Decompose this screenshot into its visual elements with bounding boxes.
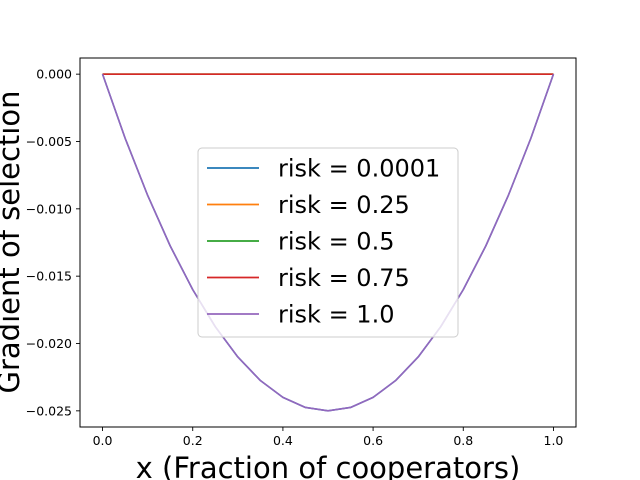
- series-line-4: [101, 73, 555, 412]
- x-tick-label: 0.6: [363, 433, 383, 448]
- legend: risk = 0.0001 risk = 0.25 risk = 0.5 risk =…: [197, 147, 459, 338]
- legend-box: [197, 147, 459, 338]
- x-tick-label: 0.2: [183, 433, 203, 448]
- legend-label-4: risk = 1.0: [278, 301, 394, 329]
- x-tick-label: 0.0: [93, 433, 113, 448]
- y-axis: 0.000 −0.005 −0.010 −0.015 −0.020 −0.025: [26, 67, 80, 418]
- y-tick-label: −0.010: [26, 201, 72, 216]
- x-tick-label: 0.8: [453, 433, 473, 448]
- y-tick-label: 0.000: [36, 67, 72, 82]
- legend-label-2: risk = 0.5: [278, 228, 394, 256]
- x-axis: 0.0 0.2 0.4 0.6 0.8 1.0: [93, 427, 564, 448]
- y-tick-label: −0.020: [26, 336, 72, 351]
- y-axis-title: Gradient of selection: [0, 91, 26, 394]
- x-tick-label: 1.0: [544, 433, 564, 448]
- y-tick-label: −0.015: [26, 269, 72, 284]
- legend-label-3: risk = 0.75: [278, 264, 410, 292]
- series-lines: [101, 73, 555, 412]
- x-axis-title: x (Fraction of cooperators): [136, 451, 521, 480]
- y-tick-label: −0.025: [26, 403, 72, 418]
- legend-label-0: risk = 0.0001: [278, 155, 440, 183]
- plot-frame: [79, 57, 577, 428]
- y-tick-label: −0.005: [26, 134, 72, 149]
- legend-label-1: risk = 0.25: [278, 191, 410, 219]
- x-tick-label: 0.4: [273, 433, 293, 448]
